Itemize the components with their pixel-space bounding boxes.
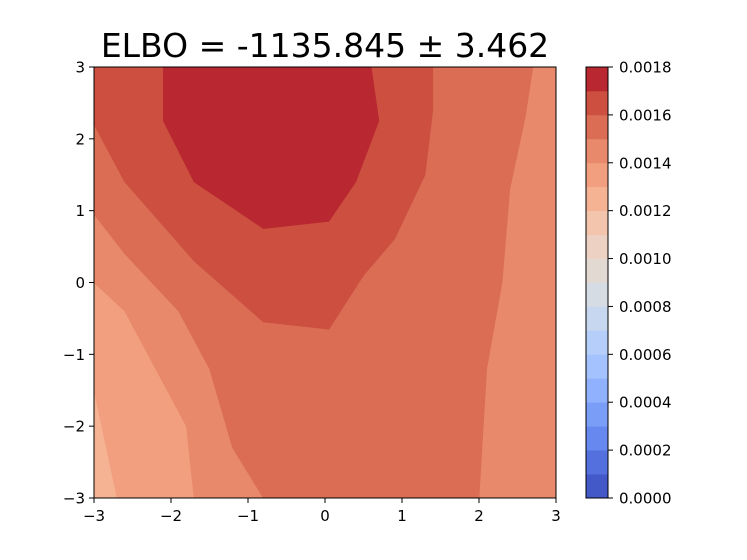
x-tick-label: 2 bbox=[474, 507, 484, 525]
contour-band-7 bbox=[163, 66, 380, 229]
colorbar-tick-label: 0.0004 bbox=[619, 394, 672, 412]
chart-title: ELBO = -1135.845 ± 3.462 bbox=[101, 26, 549, 65]
y-tick-label: 3 bbox=[75, 59, 85, 77]
colorbar-tick-label: 0.0014 bbox=[619, 154, 672, 172]
colorbar-segment bbox=[586, 378, 608, 403]
colorbar-segment bbox=[586, 138, 608, 164]
colorbar: 0.0000 0.0002 0.0004 0.0006 0.0008 0.0010 0.00… bbox=[585, 59, 672, 508]
colorbar-tick-label: 0.0016 bbox=[619, 106, 672, 124]
colorbar-segment bbox=[586, 90, 608, 116]
x-tick-label: 3 bbox=[551, 507, 561, 525]
colorbar-tick-label: 0.0000 bbox=[619, 490, 672, 508]
colorbar-frame bbox=[585, 66, 609, 499]
x-tick-label: 1 bbox=[397, 507, 407, 525]
y-tick-label: 2 bbox=[75, 130, 85, 148]
colorbar-tick-label: 0.0006 bbox=[619, 346, 672, 364]
colorbar-segment bbox=[586, 474, 608, 499]
y-tick-label: −1 bbox=[63, 346, 85, 364]
colorbar-segment bbox=[586, 186, 608, 212]
x-tick-label: 0 bbox=[320, 507, 330, 525]
colorbar-segment bbox=[586, 450, 608, 475]
colorbar-tick-label: 0.0018 bbox=[619, 59, 672, 77]
plot-area: −3 −2 −1 0 1 2 3 −3 −2 −1 0 1 2 3 bbox=[63, 59, 561, 526]
colorbar-segment bbox=[586, 330, 608, 355]
colorbar-segment bbox=[586, 354, 608, 379]
colorbar-tick-label: 0.0010 bbox=[619, 250, 672, 268]
colorbar-segment bbox=[586, 234, 608, 259]
colorbar-segment bbox=[586, 402, 608, 427]
colorbar-segment bbox=[586, 306, 608, 331]
colorbar-tick-label: 0.0002 bbox=[619, 442, 672, 460]
x-tick-label: −1 bbox=[237, 507, 259, 525]
y-tick-label: −3 bbox=[63, 490, 85, 508]
colorbar-segment bbox=[586, 162, 608, 188]
colorbar-segment bbox=[586, 426, 608, 451]
colorbar-tick-label: 0.0008 bbox=[619, 298, 672, 316]
colorbar-tick-label: 0.0012 bbox=[619, 202, 672, 220]
y-tick-label: 0 bbox=[75, 274, 85, 292]
x-tick-label: −2 bbox=[160, 507, 182, 525]
colorbar-segment bbox=[586, 114, 608, 140]
colorbar-segment bbox=[586, 67, 608, 92]
y-tick-label: 1 bbox=[75, 202, 85, 220]
colorbar-segment bbox=[586, 210, 608, 236]
colorbar-segment bbox=[586, 282, 608, 307]
colorbar-segment bbox=[586, 258, 608, 283]
y-tick-label: −2 bbox=[63, 418, 85, 436]
x-tick-label: −3 bbox=[83, 507, 105, 525]
